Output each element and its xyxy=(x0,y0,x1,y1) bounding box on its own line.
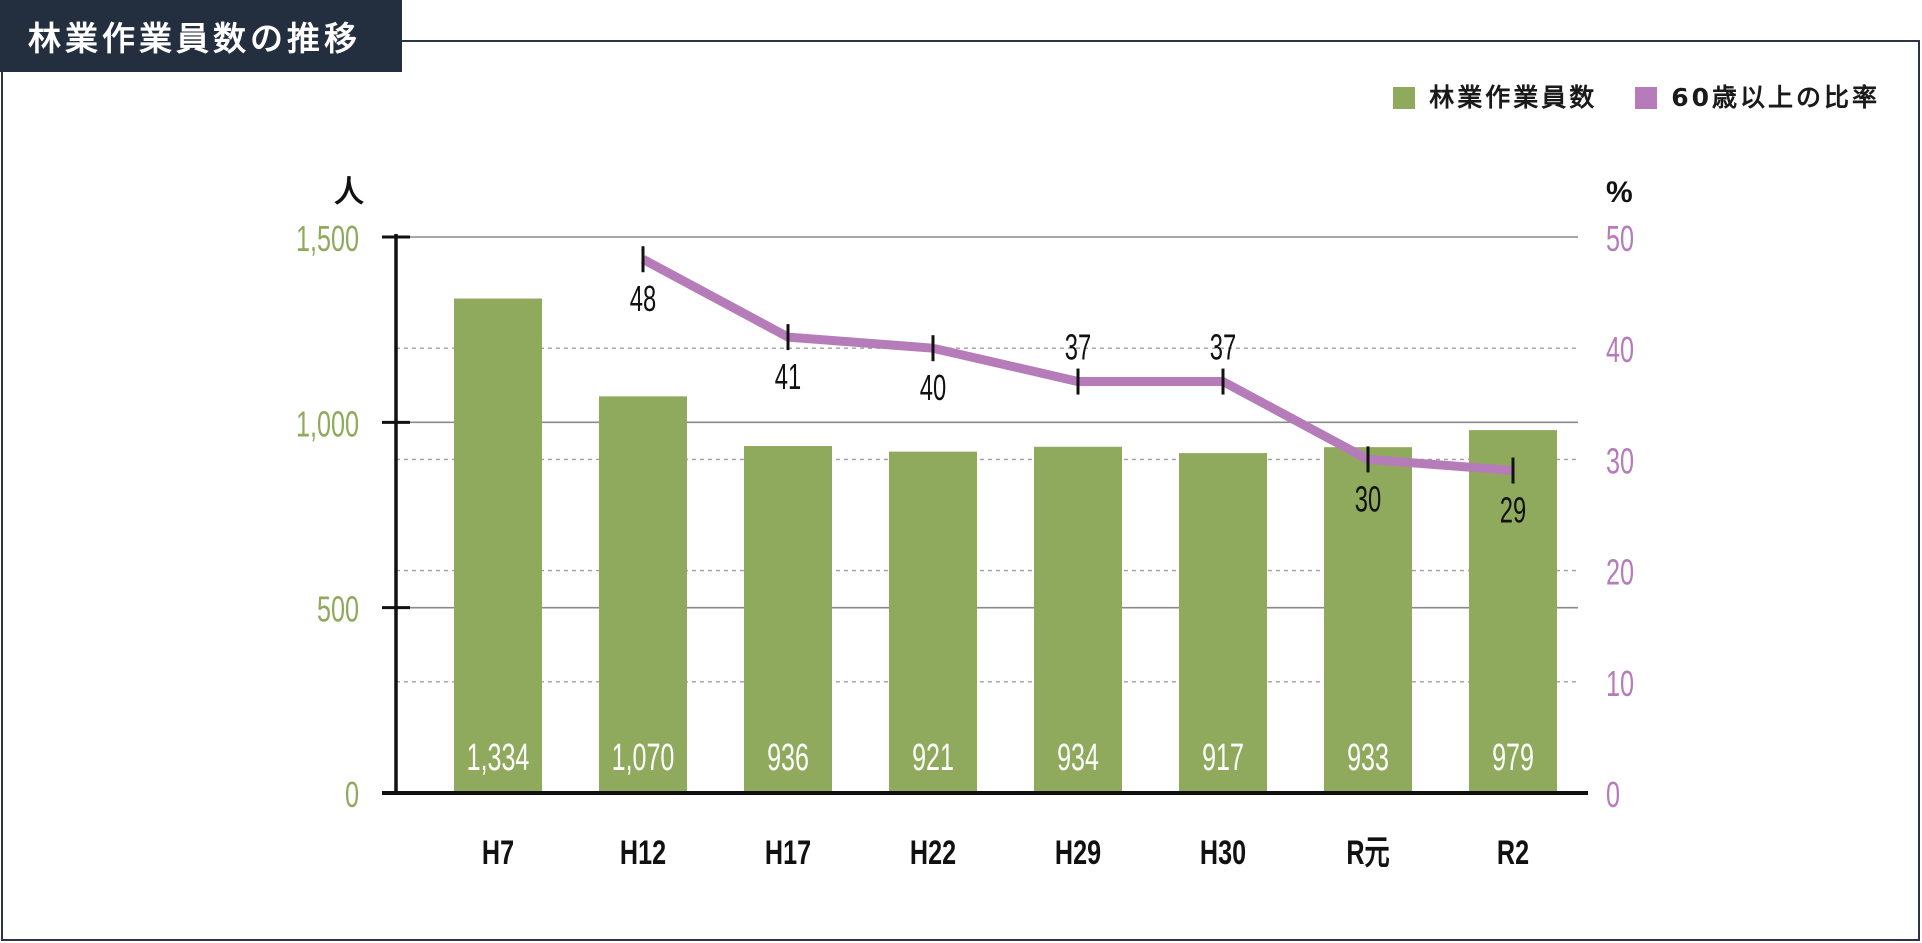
legend-label-workers: 林業作業員数 xyxy=(1429,83,1598,112)
y-tick-label-left: 0 xyxy=(345,775,359,816)
chart-frame xyxy=(1,40,1920,941)
chart-title: 林業作業員数の推移 xyxy=(28,19,361,58)
bar-value-label: 917 xyxy=(1202,736,1244,778)
y-axis-unit-right: % xyxy=(1606,176,1633,209)
line-value-label: 37 xyxy=(1210,328,1236,368)
legend: 林業作業員数 60歳以上の比率 xyxy=(1393,84,1880,112)
legend-item-ratio-60-plus: 60歳以上の比率 xyxy=(1635,84,1880,112)
bar-R元 xyxy=(1324,447,1412,793)
bar-value-label: 933 xyxy=(1347,736,1389,778)
y-tick-label-left: 500 xyxy=(317,589,359,630)
y-tick-label-right: 40 xyxy=(1606,330,1634,371)
bar-value-label: 936 xyxy=(767,736,809,778)
y-tick-label-right: 10 xyxy=(1606,663,1634,704)
bar-H30 xyxy=(1179,453,1267,793)
bar-value-label: 979 xyxy=(1492,736,1534,778)
legend-label-ratio-60-plus: 60歳以上の比率 xyxy=(1671,83,1880,112)
line-value-label: 40 xyxy=(920,368,946,408)
x-tick-label: H12 xyxy=(620,834,666,872)
y-tick-label-right: 30 xyxy=(1606,441,1634,482)
x-tick-label: H22 xyxy=(910,834,956,872)
bar-R2 xyxy=(1469,430,1557,793)
bar-H12 xyxy=(599,396,687,793)
bar-value-label: 1,070 xyxy=(612,736,675,778)
legend-swatch-workers xyxy=(1393,87,1416,109)
y-tick-label-right: 20 xyxy=(1606,552,1634,593)
x-tick-label: R2 xyxy=(1497,834,1529,872)
legend-swatch-ratio-60-plus xyxy=(1635,87,1658,109)
bar-value-label: 921 xyxy=(912,736,954,778)
line-value-label: 48 xyxy=(630,279,656,319)
y-tick-label-right: 50 xyxy=(1606,219,1634,260)
x-tick-label: H29 xyxy=(1055,834,1101,872)
bar-value-label: 934 xyxy=(1057,736,1099,778)
bar-value-label: 1,334 xyxy=(467,736,530,778)
x-tick-label: H17 xyxy=(765,834,811,872)
y-tick-label-left: 1,500 xyxy=(296,219,359,260)
line-value-label: 29 xyxy=(1500,491,1526,531)
legend-item-workers: 林業作業員数 xyxy=(1393,84,1597,112)
y-tick-label-left: 1,000 xyxy=(296,404,359,445)
y-axis-unit-left: 人 xyxy=(334,175,364,210)
x-tick-label: H30 xyxy=(1200,834,1246,872)
bar-H29 xyxy=(1034,446,1122,793)
y-tick-label-right: 0 xyxy=(1606,775,1620,816)
x-tick-label: R元 xyxy=(1346,834,1389,872)
bar-H22 xyxy=(889,451,977,793)
x-tick-label: H7 xyxy=(482,834,514,872)
bar-H7 xyxy=(454,298,542,793)
line-value-label: 30 xyxy=(1355,480,1381,520)
chart-title-box: 林業作業員数の推移 xyxy=(0,0,402,72)
bar-H17 xyxy=(744,446,832,793)
line-value-label: 37 xyxy=(1065,328,1091,368)
line-value-label: 41 xyxy=(775,357,801,397)
